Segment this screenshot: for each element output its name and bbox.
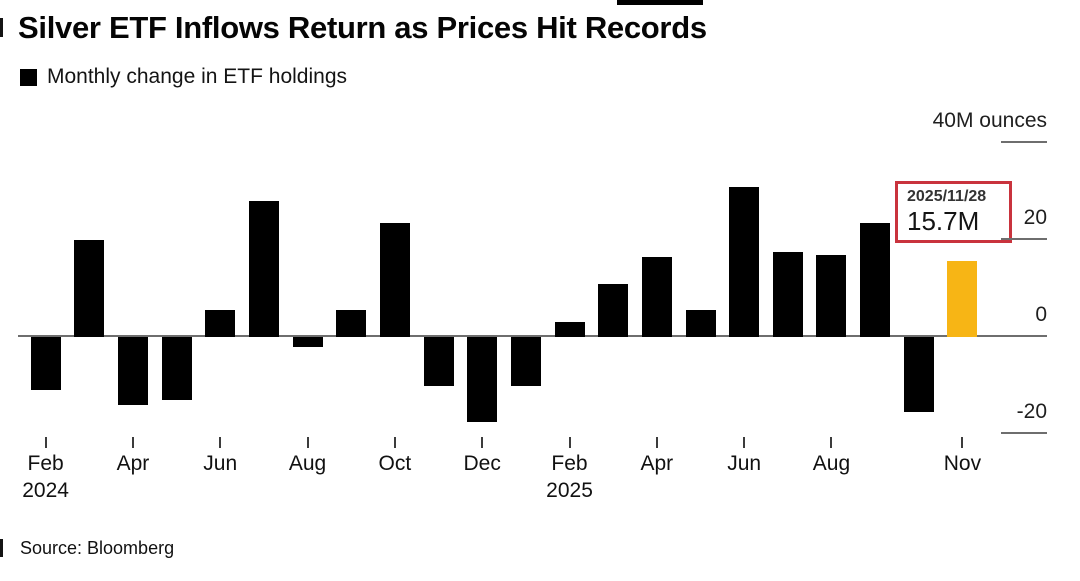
left-edge-artifact (0, 539, 3, 557)
bar-nov-2024 (423, 337, 454, 386)
bar-mar-2025 (598, 283, 629, 337)
x-tick-label-feb2024: Feb (27, 452, 64, 475)
annotation-value: 15.7M (907, 206, 980, 236)
x-tick-label-aug: Aug (812, 452, 851, 475)
bar-oct-2025 (903, 337, 934, 413)
bar-mar-2024 (74, 240, 105, 337)
left-edge-artifact (0, 18, 3, 37)
x-tick-mark-feb2024 (44, 437, 47, 448)
x-tick-mark-jun (219, 437, 222, 448)
source-credit: Source: Bloomberg (20, 538, 175, 558)
x-tick-mark-aug (306, 437, 309, 448)
legend-label: Monthly change in ETF holdings (47, 65, 347, 88)
y-tick-label-20: 20 (1023, 206, 1047, 229)
zero-axis-line (18, 335, 1047, 337)
bar-oct-2024 (379, 223, 410, 337)
bar-sep-2024 (336, 310, 367, 337)
bar-jun-2024 (205, 310, 236, 337)
bar-aug-2024 (292, 337, 323, 347)
bar-may-2025 (685, 310, 716, 337)
bar-dec-2024 (467, 337, 498, 422)
y-tick-mark-40 (1001, 141, 1047, 143)
x-tick-label-jun: Jun (727, 452, 762, 475)
y-tick-mark--20 (1001, 432, 1047, 434)
legend: Monthly change in ETF holdings (20, 65, 347, 89)
y-tick-label-0: 0 (1035, 303, 1047, 326)
x-tick-label-jun: Jun (203, 452, 238, 475)
x-tick-label-apr: Apr (116, 452, 150, 475)
bar-jul-2024 (248, 201, 279, 337)
y-tick-label-40: 40M ounces (932, 109, 1047, 132)
x-tick-mark-jun (743, 437, 746, 448)
x-tick-mark-feb2025 (568, 437, 571, 448)
bar-sep-2025 (860, 223, 891, 337)
x-tick-label-dec: Dec (463, 452, 501, 475)
x-tick-label-nov: Nov (943, 452, 982, 475)
bar-jul-2025 (772, 252, 803, 337)
x-tick-mark-aug (830, 437, 833, 448)
x-tick-mark-nov (961, 437, 964, 448)
chart-title: Silver ETF Inflows Return as Prices Hit … (18, 10, 707, 45)
bar-jun-2025 (729, 186, 760, 337)
bar-jan-2025 (510, 337, 541, 386)
x-tick-label-aug: Aug (288, 452, 327, 475)
bar-aug-2025 (816, 254, 847, 337)
x-year-label-2024: 2024 (22, 479, 69, 502)
x-year-label-2025: 2025 (546, 479, 593, 502)
x-tick-label-apr: Apr (640, 452, 674, 475)
x-tick-mark-apr (131, 437, 134, 448)
bar-feb-2025 (554, 322, 585, 337)
annotation-callout: 2025/11/28 15.7M (895, 181, 1012, 243)
bar-may-2024 (161, 337, 192, 401)
bar-apr-2024 (117, 337, 148, 405)
top-crop-artifact (617, 0, 703, 5)
bar-nov-2025 (947, 260, 978, 337)
x-tick-mark-dec (481, 437, 484, 448)
legend-swatch (20, 68, 37, 86)
annotation-date: 2025/11/28 (907, 188, 987, 205)
y-tick-mark-20 (1001, 238, 1047, 240)
x-tick-mark-apr (655, 437, 658, 448)
bar-feb-2024 (30, 337, 61, 391)
x-tick-mark-oct (393, 437, 396, 448)
bar-apr-2025 (641, 256, 672, 337)
y-tick-label--20: -20 (1016, 400, 1047, 423)
x-tick-label-oct: Oct (378, 452, 412, 475)
x-tick-label-feb2025: Feb (551, 452, 588, 475)
